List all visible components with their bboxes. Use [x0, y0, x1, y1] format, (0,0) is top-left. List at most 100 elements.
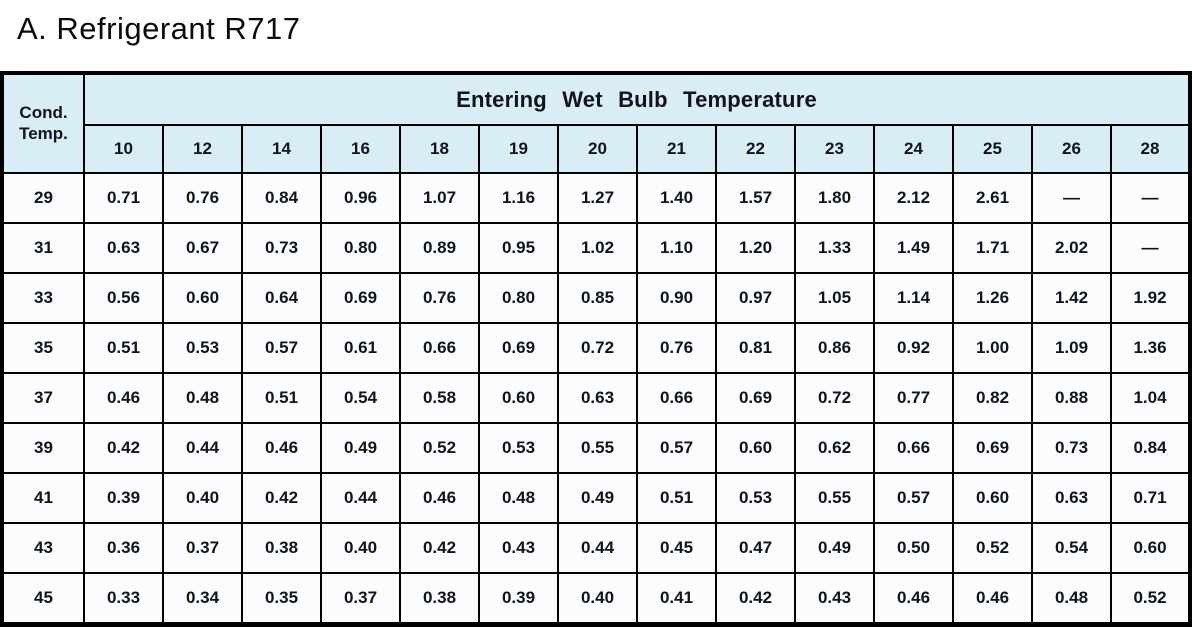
data-cell: 0.66 — [636, 372, 717, 424]
data-cell: 0.61 — [320, 322, 401, 374]
data-cell: 0.57 — [873, 472, 954, 524]
data-cell: 0.57 — [241, 322, 322, 374]
data-cell: 0.97 — [715, 272, 796, 324]
col-header-wet-bulb-28: 28 — [1110, 124, 1191, 174]
data-cell: 0.89 — [399, 222, 480, 274]
data-cell: 0.62 — [794, 422, 875, 474]
data-cell: 0.73 — [1031, 422, 1112, 474]
data-cell: 0.80 — [320, 222, 401, 274]
data-cell: 0.55 — [794, 472, 875, 524]
corner-header-cond-temp: Cond. Temp. — [1, 72, 85, 174]
data-cell: 0.38 — [241, 522, 322, 574]
row-header-cond-temp: 41 — [1, 472, 85, 524]
data-cell: 0.34 — [162, 572, 243, 627]
data-cell: 0.85 — [557, 272, 638, 324]
data-cell: 0.66 — [873, 422, 954, 474]
data-cell: — — [1110, 222, 1191, 274]
data-cell: 1.26 — [952, 272, 1033, 324]
data-cell: 1.42 — [1031, 272, 1112, 324]
table-header-row-group: Cond. Temp. Entering Wet Bulb Temperatur… — [1, 72, 1191, 174]
col-header-wet-bulb-16: 16 — [320, 124, 401, 174]
col-header-wet-bulb-24: 24 — [873, 124, 954, 174]
data-cell: 0.51 — [83, 322, 164, 374]
data-cell: 1.57 — [715, 172, 796, 224]
col-header-wet-bulb-19: 19 — [478, 124, 559, 174]
data-cell: — — [1110, 172, 1191, 224]
data-cell: 0.55 — [557, 422, 638, 474]
data-cell: 0.92 — [873, 322, 954, 374]
data-cell: 0.41 — [636, 572, 717, 627]
data-cell: 0.49 — [557, 472, 638, 524]
data-cell: 1.36 — [1110, 322, 1191, 374]
data-cell: 0.73 — [241, 222, 322, 274]
data-cell: 0.33 — [83, 572, 164, 627]
data-cell: 2.12 — [873, 172, 954, 224]
data-cell: 0.42 — [241, 472, 322, 524]
data-cell: 0.42 — [399, 522, 480, 574]
table-row-cond-37: 37 0.46 0.48 0.51 0.54 0.58 0.60 0.63 0.66 0.69 0.… — [1, 372, 1191, 424]
data-cell: 1.14 — [873, 272, 954, 324]
data-cell: 1.71 — [952, 222, 1033, 274]
data-cell: 1.40 — [636, 172, 717, 224]
data-cell: 1.04 — [1110, 372, 1191, 424]
data-cell: 1.07 — [399, 172, 480, 224]
col-header-wet-bulb-22: 22 — [715, 124, 796, 174]
data-cell: 0.42 — [83, 422, 164, 474]
table-row-cond-29: 29 0.71 0.76 0.84 0.96 1.07 1.16 1.27 1.40 1.57 1.… — [1, 172, 1191, 224]
data-cell: 0.51 — [636, 472, 717, 524]
data-cell: 0.36 — [83, 522, 164, 574]
data-cell: 0.86 — [794, 322, 875, 374]
row-header-cond-temp: 29 — [1, 172, 85, 224]
corner-header-line1: Cond. — [19, 103, 68, 123]
data-cell: 0.69 — [478, 322, 559, 374]
table-body: 29 0.71 0.76 0.84 0.96 1.07 1.16 1.27 1.40 1.57 1.… — [1, 172, 1191, 627]
data-cell: 0.60 — [478, 372, 559, 424]
col-header-wet-bulb-21: 21 — [636, 124, 717, 174]
data-cell: 0.71 — [83, 172, 164, 224]
data-cell: 1.92 — [1110, 272, 1191, 324]
row-header-cond-temp: 35 — [1, 322, 85, 374]
data-cell: 0.58 — [399, 372, 480, 424]
data-cell: 0.44 — [557, 522, 638, 574]
data-cell: 1.05 — [794, 272, 875, 324]
data-cell: 0.40 — [320, 522, 401, 574]
data-cell: — — [1031, 172, 1112, 224]
data-cell: 0.52 — [399, 422, 480, 474]
data-cell: 0.38 — [399, 572, 480, 627]
data-cell: 0.44 — [320, 472, 401, 524]
data-cell: 0.82 — [952, 372, 1033, 424]
data-cell: 0.53 — [162, 322, 243, 374]
table-row-cond-33: 33 0.56 0.60 0.64 0.69 0.76 0.80 0.85 0.90 0.97 1.… — [1, 272, 1191, 324]
data-cell: 0.39 — [478, 572, 559, 627]
data-cell: 0.50 — [873, 522, 954, 574]
data-cell: 0.48 — [1031, 572, 1112, 627]
col-header-wet-bulb-14: 14 — [241, 124, 322, 174]
data-cell: 0.39 — [83, 472, 164, 524]
data-cell: 0.77 — [873, 372, 954, 424]
row-header-cond-temp: 45 — [1, 572, 85, 627]
data-cell: 1.27 — [557, 172, 638, 224]
refrigerant-r717-table: Cond. Temp. Entering Wet Bulb Temperatur… — [0, 71, 1192, 627]
data-cell: 0.37 — [162, 522, 243, 574]
data-cell: 0.52 — [952, 522, 1033, 574]
data-cell: 1.20 — [715, 222, 796, 274]
data-cell: 1.33 — [794, 222, 875, 274]
data-cell: 0.80 — [478, 272, 559, 324]
col-header-wet-bulb-20: 20 — [557, 124, 638, 174]
data-cell: 0.63 — [1031, 472, 1112, 524]
data-cell: 0.57 — [636, 422, 717, 474]
data-cell: 0.48 — [478, 472, 559, 524]
table-row-cond-35: 35 0.51 0.53 0.57 0.61 0.66 0.69 0.72 0.76 0.81 0.… — [1, 322, 1191, 374]
data-cell: 0.46 — [83, 372, 164, 424]
data-cell: 1.10 — [636, 222, 717, 274]
data-cell: 1.00 — [952, 322, 1033, 374]
data-cell: 0.71 — [1110, 472, 1191, 524]
col-header-wet-bulb-10: 10 — [83, 124, 164, 174]
data-cell: 0.60 — [715, 422, 796, 474]
col-header-wet-bulb-12: 12 — [162, 124, 243, 174]
data-cell: 0.63 — [83, 222, 164, 274]
data-cell: 0.64 — [241, 272, 322, 324]
col-header-wet-bulb-18: 18 — [399, 124, 480, 174]
data-cell: 0.60 — [1110, 522, 1191, 574]
row-header-cond-temp: 39 — [1, 422, 85, 474]
